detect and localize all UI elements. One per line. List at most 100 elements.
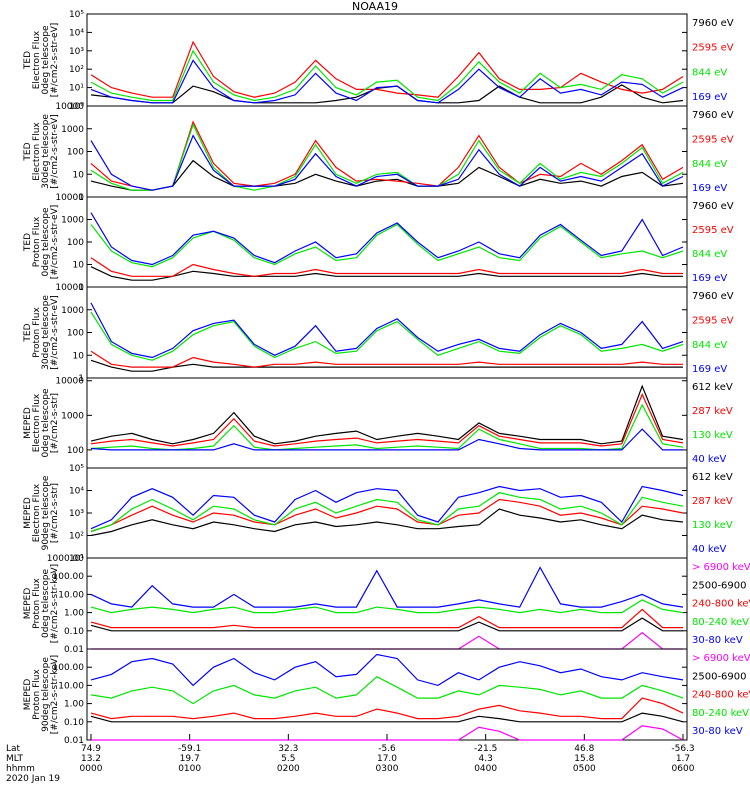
y-tick-label: 1000 (61, 125, 84, 135)
series-line (90, 49, 684, 102)
series-line (90, 697, 684, 720)
x-tick-mlt: 15.8 (574, 754, 594, 764)
series-line (90, 498, 684, 533)
x-tick-hhmm: 0400 (474, 764, 497, 774)
series-line (90, 392, 684, 447)
series-line (90, 492, 684, 533)
y-tick-label: 1000 (61, 216, 84, 226)
y-tick-label: 10000 (55, 193, 84, 203)
series-line (90, 302, 684, 359)
y-axis-label: MEPED (23, 588, 33, 620)
x-tick-lat: -5.6 (378, 744, 396, 754)
y-axis-label: MEPED (23, 497, 33, 529)
y-tick-label: 100 (67, 148, 84, 158)
series-line (90, 123, 684, 191)
series-line (90, 653, 684, 687)
y-tick-label: 1 (78, 374, 84, 384)
x-tick-mlt: 17.0 (377, 754, 397, 764)
series-line (90, 675, 684, 705)
panel-frame (86, 467, 688, 559)
y-tick-label: 10000 (55, 102, 84, 112)
y-axis-label: 0deg telescope (41, 25, 51, 95)
date-label: 2020 Jan 19 (6, 774, 60, 784)
legend-entry: 844 eV (692, 159, 727, 170)
y-axis-label: Proton Flux (32, 307, 42, 358)
y-tick-label: 10.00 (58, 681, 84, 691)
y-axis-label: MEPED (23, 407, 33, 439)
y-axis-label: 0deg telescope (41, 569, 51, 639)
y-axis-label: Proton Flux (32, 578, 42, 629)
y-axis-label: [#/cm2-s-str-eV] (50, 23, 60, 98)
legend-entry: 844 eV (692, 340, 727, 351)
series-line (91, 631, 683, 650)
y-axis-label: MEPED (23, 679, 33, 711)
y-tick-label: 10⁰ (69, 102, 84, 112)
legend-entry: 7960 eV (692, 201, 734, 212)
series-line (90, 566, 684, 608)
legend-entry: 2595 eV (692, 134, 734, 145)
series-line (90, 508, 684, 537)
legend-entry: 80-240 keV (692, 708, 749, 719)
legend-entry: 30-80 keV (692, 726, 743, 737)
series-line (90, 223, 684, 268)
y-tick-label: 0.01 (64, 645, 84, 655)
panel-frame (86, 377, 688, 469)
legend-entry: 169 eV (692, 273, 727, 284)
legend-entry: 7960 eV (692, 18, 734, 29)
y-axis-label: 90deg telescope (41, 475, 51, 550)
panel-frame (86, 557, 688, 650)
legend-entry: 844 eV (692, 249, 727, 260)
series-line (90, 212, 684, 266)
y-tick-label: 100 (67, 446, 84, 456)
y-tick-label: 1 (78, 283, 84, 293)
legend-entry: 7960 eV (692, 291, 734, 302)
x-tick-hhmm: 0500 (573, 764, 596, 774)
y-tick-label: 10 (73, 170, 85, 180)
legend-entry: 7960 eV (692, 110, 734, 121)
y-axis-label: [#/cm2-s-str-keV] (50, 564, 60, 643)
x-tick-lat: 46.8 (574, 744, 594, 754)
x-tick-lat: -21.5 (474, 744, 497, 754)
y-tick-label: 10³ (69, 47, 84, 57)
y-tick-label: 10 (73, 351, 85, 361)
y-axis-label: TED (23, 142, 33, 161)
y-tick-label: 10.00 (58, 590, 84, 600)
y-tick-label: 10² (69, 65, 84, 75)
y-axis-label: Proton Flux (32, 216, 42, 267)
y-axis-label: [#/cm2-s-str] (50, 393, 60, 453)
y-axis-label: Electron Flux (32, 122, 42, 181)
panel-frame (86, 105, 688, 198)
series-line (90, 403, 684, 451)
y-axis-label: [#/cm2-s-str-eV] (50, 295, 60, 370)
y-tick-label: 100.00 (53, 663, 85, 673)
y-tick-label: 1000 (61, 306, 84, 316)
legend-entry: 240-800 keV (692, 599, 750, 610)
y-tick-label: 10¹ (69, 84, 84, 94)
legend-entry: 40 keV (692, 454, 726, 465)
x-tick-mlt: 1.7 (676, 754, 690, 764)
y-axis-label: Electron Flux (32, 30, 42, 89)
y-axis-label: Electron Flux (32, 393, 42, 452)
y-tick-label: 10000 (55, 377, 84, 387)
y-tick-label: 10⁴ (69, 487, 84, 497)
legend-entry: 2595 eV (692, 43, 734, 54)
y-tick-label: 10¹ (69, 554, 84, 564)
x-tick-lat: -56.3 (671, 744, 694, 754)
y-axis-label: TED (23, 233, 33, 252)
legend-entry: 612 keV (692, 382, 733, 393)
y-tick-label: 0.10 (64, 718, 84, 728)
panel-frame (86, 13, 688, 107)
y-axis-label: 90deg telescope (41, 657, 51, 732)
legend-entry: 2595 eV (692, 225, 734, 236)
y-axis-label: TED (23, 51, 33, 70)
legend-entry: 169 eV (692, 364, 727, 375)
series-line (90, 617, 683, 632)
y-axis-label: [#/cm2-s-str] (50, 483, 60, 543)
y-axis-label: Proton Flux (32, 669, 42, 720)
series-line (90, 311, 684, 361)
y-tick-label: 10³ (69, 509, 84, 519)
y-tick-label: 1.00 (64, 609, 84, 619)
series-line (90, 485, 684, 530)
y-tick-label: 1000 (61, 411, 84, 421)
y-axis-label: TED (23, 323, 33, 342)
